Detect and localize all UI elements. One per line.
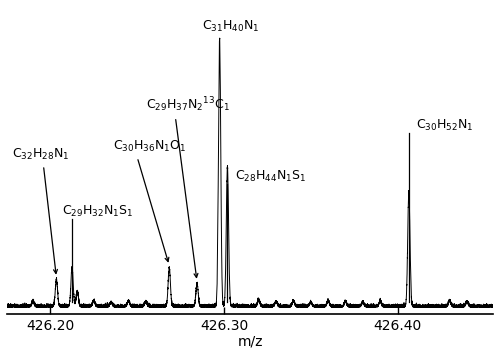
Text: C$_{29}$H$_{37}$N$_{2}$$^{13}$C$_{1}$: C$_{29}$H$_{37}$N$_{2}$$^{13}$C$_{1}$ (146, 95, 230, 114)
X-axis label: m/z: m/z (238, 334, 263, 348)
Text: C$_{28}$H$_{44}$N$_{1}$S$_{1}$: C$_{28}$H$_{44}$N$_{1}$S$_{1}$ (235, 169, 307, 184)
Text: C$_{29}$H$_{32}$N$_{1}$S$_{1}$: C$_{29}$H$_{32}$N$_{1}$S$_{1}$ (62, 203, 133, 219)
Text: C$_{30}$H$_{52}$N$_{1}$: C$_{30}$H$_{52}$N$_{1}$ (416, 118, 474, 133)
Text: C$_{31}$H$_{40}$N$_{1}$: C$_{31}$H$_{40}$N$_{1}$ (202, 19, 260, 34)
Text: C$_{30}$H$_{36}$N$_{1}$O$_{1}$: C$_{30}$H$_{36}$N$_{1}$O$_{1}$ (113, 139, 186, 154)
Text: C$_{32}$H$_{28}$N$_{1}$: C$_{32}$H$_{28}$N$_{1}$ (12, 147, 70, 162)
